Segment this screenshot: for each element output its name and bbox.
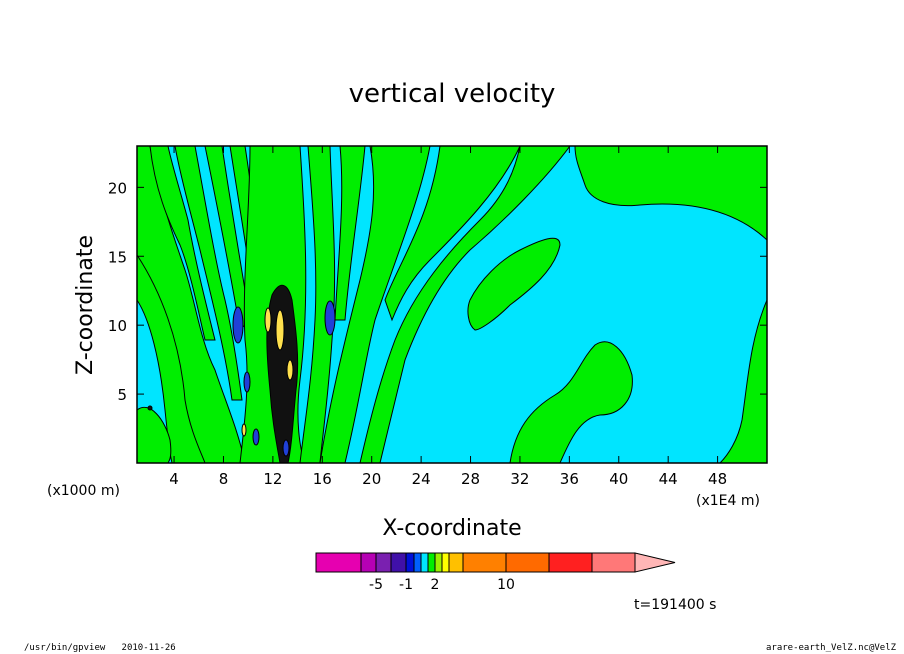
x-tick-label: 16 bbox=[313, 470, 332, 488]
y-tick-label: 10 bbox=[108, 317, 127, 335]
colorbar-segment bbox=[405, 552, 415, 573]
contour-region bbox=[334, 146, 366, 321]
downdraft-core bbox=[252, 428, 260, 446]
updraft-core bbox=[241, 423, 247, 437]
x-tick-label: 8 bbox=[219, 470, 229, 488]
colorbar-segment bbox=[548, 552, 593, 573]
colorbar-segment bbox=[413, 552, 422, 573]
x-tick-label: 28 bbox=[461, 470, 480, 488]
contour-region bbox=[174, 146, 243, 401]
colorbar-segment bbox=[434, 552, 443, 573]
x-tick-label: 48 bbox=[708, 470, 727, 488]
updraft-core bbox=[275, 309, 285, 351]
y-axis: 5 10 15 20 bbox=[108, 179, 767, 404]
x-tick-label: 40 bbox=[609, 470, 628, 488]
chart-title: vertical velocity bbox=[349, 79, 556, 109]
colorbar: -5 -1 2 10 bbox=[315, 552, 676, 593]
x-tick-label: 24 bbox=[412, 470, 431, 488]
x-tick-label: 36 bbox=[560, 470, 579, 488]
colorbar-tick-label: -1 bbox=[399, 577, 413, 593]
y-tick-label: 5 bbox=[117, 386, 127, 404]
x-tick-label: 12 bbox=[263, 470, 282, 488]
x-unit-label: (x1000 m) bbox=[47, 483, 120, 499]
x-axis-label: X-coordinate bbox=[382, 516, 521, 541]
downdraft-core bbox=[232, 306, 244, 344]
colorbar-segment bbox=[427, 552, 436, 573]
colorbar-tick-label: 2 bbox=[431, 577, 440, 593]
contour-region bbox=[574, 146, 767, 241]
x-tick-label: 44 bbox=[659, 470, 678, 488]
convective-core bbox=[266, 285, 299, 463]
x-tick-label: 32 bbox=[510, 470, 529, 488]
plot-frame bbox=[136, 145, 768, 464]
contour-regions bbox=[137, 146, 767, 463]
downdraft-core bbox=[282, 439, 290, 457]
y-tick-label: 20 bbox=[108, 179, 127, 197]
updraft-core bbox=[286, 359, 294, 381]
colorbar-segment bbox=[441, 552, 450, 573]
colorbar-segment bbox=[360, 552, 377, 573]
colorbar-segment bbox=[448, 552, 464, 573]
small-core bbox=[147, 405, 153, 411]
colorbar-extension bbox=[634, 552, 676, 573]
colorbar-segment bbox=[505, 552, 550, 573]
colorbar-segment bbox=[462, 552, 507, 573]
contour-region bbox=[719, 299, 767, 463]
colorbar-segment bbox=[591, 552, 636, 573]
x-tick-label: 20 bbox=[362, 470, 381, 488]
x-axis: 4 8 12 16 20 24 28 32 36 40 44 48 bbox=[169, 146, 727, 488]
time-label: t=191400 s bbox=[634, 597, 716, 613]
colorbar-tick-label: 10 bbox=[497, 577, 515, 593]
contour-region bbox=[509, 341, 633, 463]
updraft-core bbox=[264, 307, 272, 333]
contour-region bbox=[384, 146, 521, 322]
y-axis-label: Z-coordinate bbox=[73, 235, 98, 375]
colorbar-segment bbox=[420, 552, 429, 573]
colorbar-segment bbox=[390, 552, 407, 573]
colorbar-tick-label: -5 bbox=[369, 577, 383, 593]
colorbar-segment bbox=[315, 552, 362, 573]
footer-left: /usr/bin/gpview 2010-11-26 bbox=[24, 643, 176, 653]
x-tick-label: 4 bbox=[169, 470, 179, 488]
downdraft-core bbox=[243, 371, 251, 393]
y-tick-label: 15 bbox=[108, 248, 127, 266]
x-scale-label: (x1E4 m) bbox=[696, 493, 760, 509]
contour-region bbox=[149, 146, 216, 341]
colorbar-segment bbox=[375, 552, 392, 573]
downdraft-core bbox=[324, 300, 336, 336]
contour-region bbox=[467, 237, 561, 331]
footer-right: arare-earth_VelZ.nc@VelZ bbox=[766, 643, 897, 653]
contour-region bbox=[299, 146, 336, 463]
